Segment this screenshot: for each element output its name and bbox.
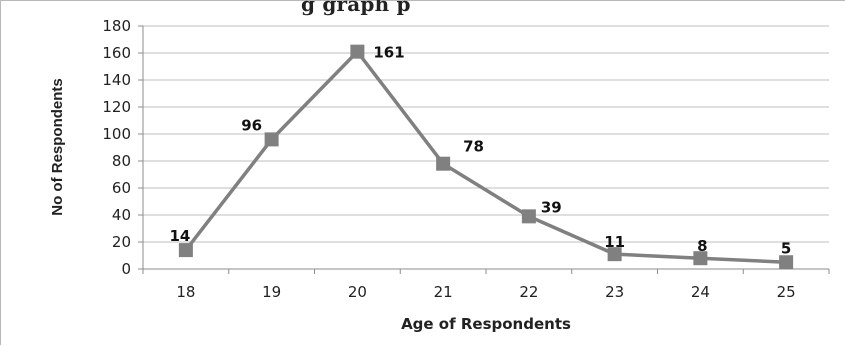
data-label-20: 161 [373,44,404,62]
data-point-21 [436,156,451,171]
data-label-18: 14 [169,227,190,245]
series-line [184,49,787,264]
data-point-24 [693,251,708,266]
y-tick-label-160: 160 [102,44,131,62]
x-tick-label-18: 18 [176,283,195,301]
data-point-25 [779,255,794,270]
y-axis-title: No of Respondents [49,78,66,216]
data-label-24: 8 [697,237,707,255]
y-tick-label-0: 0 [121,260,131,278]
x-tick-label-23: 23 [605,283,624,301]
data-label-23: 11 [604,233,625,251]
x-axis-title: Age of Respondents [401,315,571,333]
y-tick-label-20: 20 [112,233,131,251]
chart-title-fragment: g graph p [301,0,411,16]
series-respondents [178,44,794,270]
data-label-21: 78 [463,138,484,156]
data-point-22 [521,209,536,224]
data-label-19: 96 [241,116,262,134]
y-tick-label-60: 60 [112,179,131,197]
gridlines [143,25,829,243]
x-tick-label-22: 22 [519,283,538,301]
data-label-22: 39 [541,198,562,216]
data-point-20 [350,44,365,59]
data-label-25: 5 [781,239,791,257]
y-tick-label-80: 80 [112,152,131,170]
y-tick-label-140: 140 [102,71,131,89]
data-labels: 14 96 161 78 39 11 8 5 [169,44,791,258]
y-tick-label-40: 40 [112,206,131,224]
x-tick-label-21: 21 [434,283,453,301]
axes: 0 20 40 60 80 100 120 140 160 180 18 19 20 21 22 23 24 25 [102,17,830,301]
y-tick-label-180: 180 [102,17,131,35]
data-point-19 [264,132,279,147]
data-point-23 [607,247,622,262]
x-tick-label-20: 20 [348,283,367,301]
data-point-18 [178,243,193,258]
x-tick-label-19: 19 [262,283,281,301]
y-tick-label-120: 120 [102,98,131,116]
x-tick-label-24: 24 [691,283,710,301]
y-tick-label-100: 100 [102,125,131,143]
x-tick-label-25: 25 [777,283,796,301]
